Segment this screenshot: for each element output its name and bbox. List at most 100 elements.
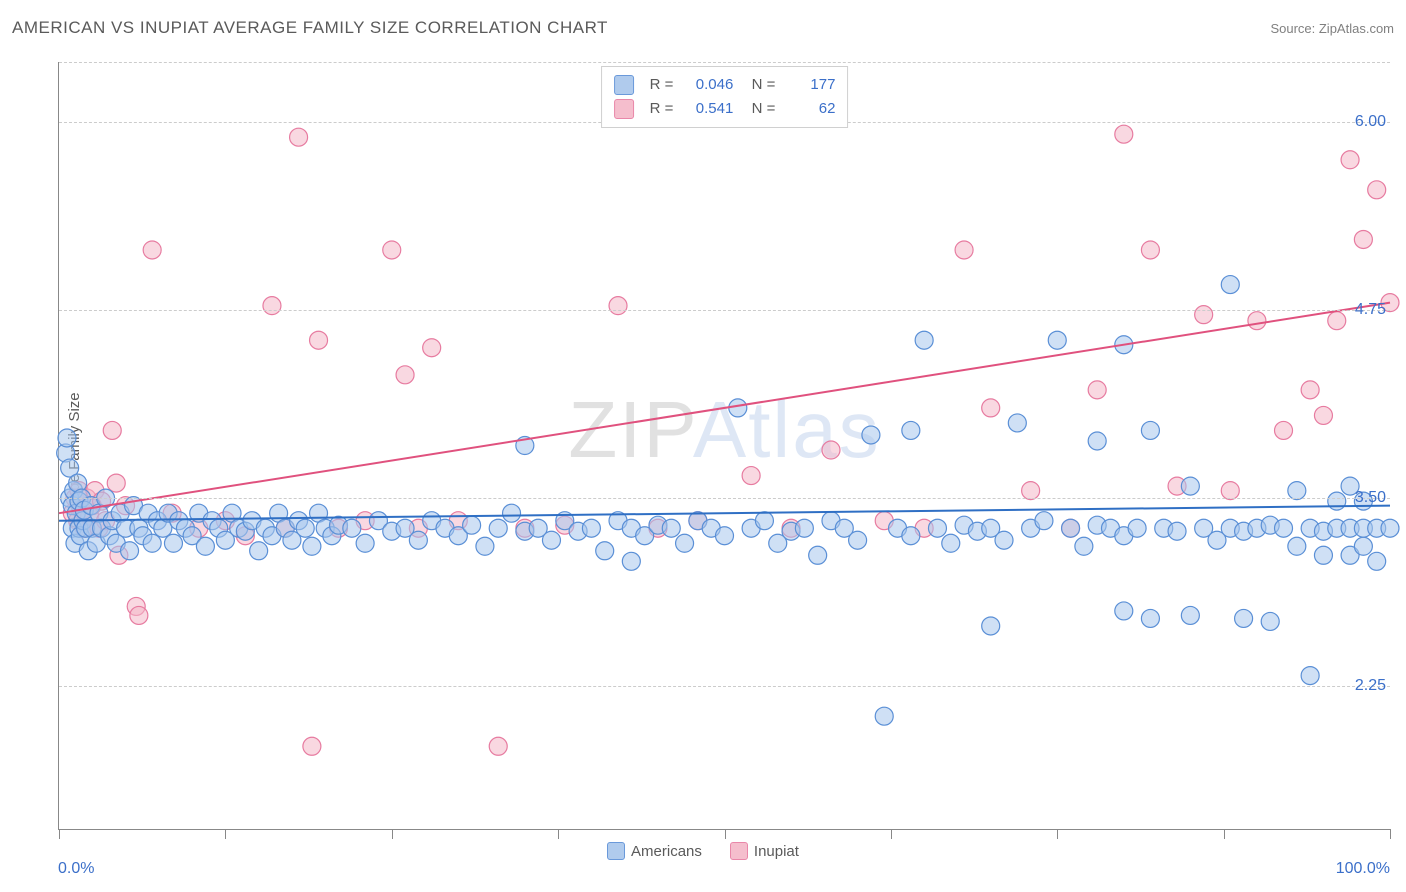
- point-americans: [809, 546, 827, 564]
- stats-row-americans: R =0.046 N =177: [614, 73, 836, 97]
- point-americans: [489, 519, 507, 537]
- point-americans: [1088, 432, 1106, 450]
- point-americans: [343, 519, 361, 537]
- point-inupiat: [396, 366, 414, 384]
- point-inupiat: [107, 474, 125, 492]
- point-americans: [356, 534, 374, 552]
- point-americans: [902, 527, 920, 545]
- point-americans: [143, 534, 161, 552]
- point-americans: [1354, 537, 1372, 555]
- point-inupiat: [1354, 230, 1372, 248]
- plot-region: ZIPAtlas R =0.046 N =177 R =0.541 N =62 …: [58, 62, 1390, 830]
- point-americans: [1314, 546, 1332, 564]
- point-americans: [1115, 602, 1133, 620]
- point-americans: [795, 519, 813, 537]
- point-inupiat: [1115, 125, 1133, 143]
- point-inupiat: [1141, 241, 1159, 259]
- point-inupiat: [423, 339, 441, 357]
- point-inupiat: [263, 297, 281, 315]
- point-americans: [1035, 512, 1053, 530]
- point-americans: [1141, 421, 1159, 439]
- point-americans: [1261, 612, 1279, 630]
- point-americans: [1328, 492, 1346, 510]
- bottom-legend: Americans Inupiat: [12, 842, 1394, 860]
- point-americans: [875, 707, 893, 725]
- point-inupiat: [1195, 306, 1213, 324]
- point-inupiat: [290, 128, 308, 146]
- point-inupiat: [303, 737, 321, 755]
- point-americans: [463, 516, 481, 534]
- point-americans: [164, 534, 182, 552]
- point-americans: [1181, 477, 1199, 495]
- point-americans: [729, 399, 747, 417]
- point-americans: [662, 519, 680, 537]
- point-americans: [1288, 537, 1306, 555]
- x-max-label: 100.0%: [1336, 860, 1390, 878]
- point-inupiat: [1368, 181, 1386, 199]
- point-americans: [582, 519, 600, 537]
- point-americans: [1168, 522, 1186, 540]
- point-americans: [196, 537, 214, 555]
- point-americans: [1075, 537, 1093, 555]
- point-americans: [1181, 606, 1199, 624]
- point-inupiat: [1328, 312, 1346, 330]
- point-americans: [849, 531, 867, 549]
- point-americans: [676, 534, 694, 552]
- point-inupiat: [955, 241, 973, 259]
- point-americans: [296, 519, 314, 537]
- point-americans: [1221, 276, 1239, 294]
- point-americans: [1301, 667, 1319, 685]
- point-americans: [1368, 552, 1386, 570]
- point-americans: [503, 504, 521, 522]
- point-americans: [542, 531, 560, 549]
- point-americans: [121, 542, 139, 560]
- point-americans: [409, 531, 427, 549]
- point-inupiat: [1022, 482, 1040, 500]
- point-americans: [596, 542, 614, 560]
- stats-legend-box: R =0.046 N =177 R =0.541 N =62: [601, 66, 849, 128]
- point-inupiat: [1314, 406, 1332, 424]
- point-americans: [622, 552, 640, 570]
- x-min-label: 0.0%: [58, 860, 94, 878]
- point-inupiat: [143, 241, 161, 259]
- point-americans: [1235, 609, 1253, 627]
- point-inupiat: [310, 331, 328, 349]
- point-inupiat: [1221, 482, 1239, 500]
- point-inupiat: [1088, 381, 1106, 399]
- point-inupiat: [1275, 421, 1293, 439]
- point-inupiat: [1341, 151, 1359, 169]
- point-americans: [995, 531, 1013, 549]
- legend-item-americans: Americans: [607, 842, 702, 860]
- point-americans: [303, 537, 321, 555]
- point-inupiat: [1248, 312, 1266, 330]
- regression-line-americans: [59, 506, 1390, 521]
- point-americans: [1062, 519, 1080, 537]
- legend-item-inupiat: Inupiat: [730, 842, 799, 860]
- point-americans: [716, 527, 734, 545]
- y-tick-label: 3.50: [1355, 489, 1386, 507]
- point-americans: [902, 421, 920, 439]
- point-americans: [1288, 482, 1306, 500]
- point-americans: [1128, 519, 1146, 537]
- y-tick-label: 2.25: [1355, 677, 1386, 695]
- point-inupiat: [822, 441, 840, 459]
- point-inupiat: [742, 467, 760, 485]
- point-inupiat: [489, 737, 507, 755]
- chart-area: Average Family Size ZIPAtlas R =0.046 N …: [12, 48, 1394, 874]
- point-inupiat: [982, 399, 1000, 417]
- point-inupiat: [130, 606, 148, 624]
- point-americans: [1048, 331, 1066, 349]
- stats-row-inupiat: R =0.541 N =62: [614, 97, 836, 121]
- point-inupiat: [1301, 381, 1319, 399]
- point-americans: [58, 429, 76, 447]
- point-americans: [982, 617, 1000, 635]
- point-americans: [1381, 519, 1399, 537]
- plot-svg: [59, 62, 1390, 829]
- chart-title: AMERICAN VS INUPIAT AVERAGE FAMILY SIZE …: [12, 18, 608, 38]
- y-tick-label: 4.75: [1355, 301, 1386, 319]
- point-americans: [942, 534, 960, 552]
- point-inupiat: [609, 297, 627, 315]
- point-americans: [476, 537, 494, 555]
- point-americans: [1141, 609, 1159, 627]
- point-americans: [250, 542, 268, 560]
